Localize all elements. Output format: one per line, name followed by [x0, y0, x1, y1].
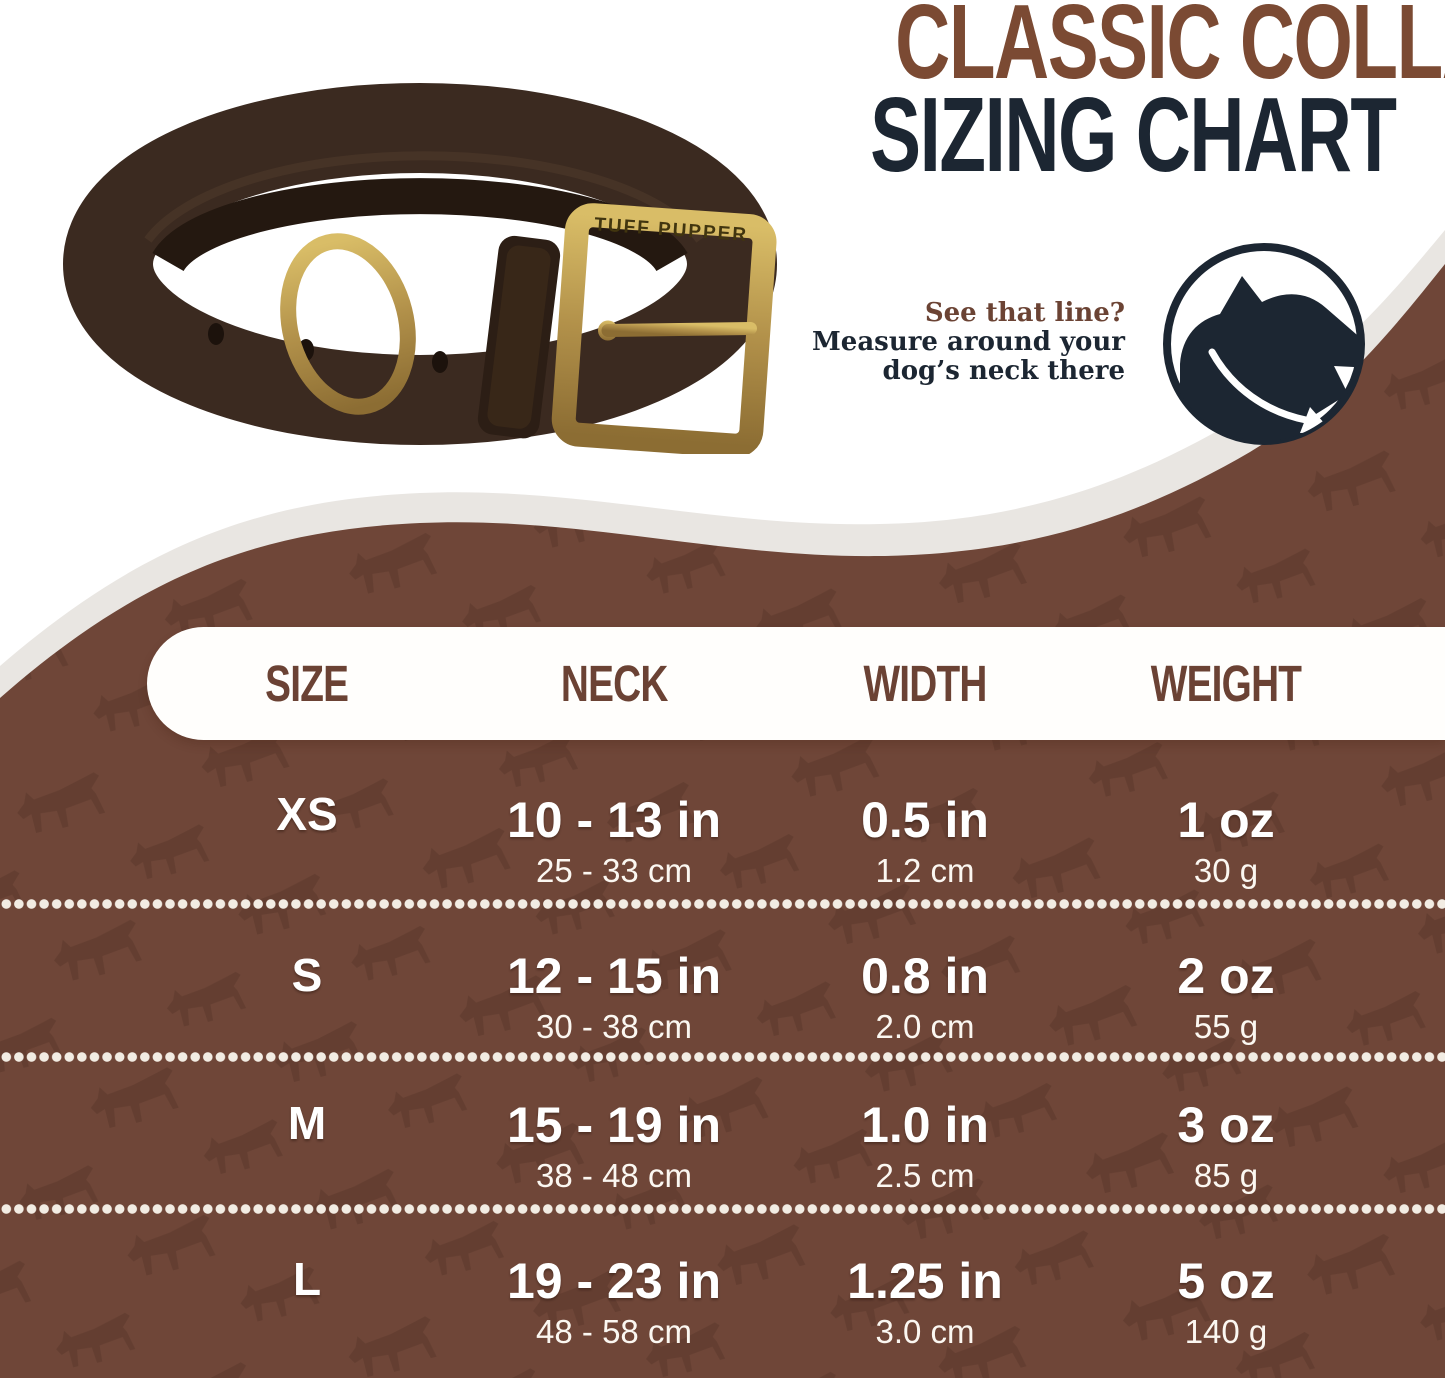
measuring-arrow-icon	[1208, 348, 1310, 424]
weight-oz: 5 oz	[1177, 1253, 1275, 1309]
weight-oz: 1 oz	[1177, 792, 1275, 848]
table-row-s-size: S	[147, 912, 467, 1052]
width-in: 0.5 in	[861, 792, 989, 848]
neck-in: 10 - 13 in	[507, 792, 721, 848]
neck-cm: 38 - 48 cm	[536, 1157, 692, 1194]
table-row-m-neck: 15 - 19 in 38 - 48 cm	[454, 1059, 774, 1201]
weight-oz: 2 oz	[1177, 948, 1275, 1004]
width-cm: 1.2 cm	[875, 852, 975, 889]
neck-cm: 25 - 33 cm	[536, 852, 692, 889]
wave-dog-pattern	[0, 264, 1445, 1378]
width-cm: 3.0 cm	[875, 1313, 975, 1350]
table-row-xs-neck: 10 - 13 in 25 - 33 cm	[454, 746, 774, 896]
title-line-1: CLASSIC COLLAR	[895, 0, 1445, 101]
dog-head-silhouette	[1180, 276, 1361, 441]
collar-hole	[432, 351, 448, 373]
width-cm: 2.5 cm	[875, 1157, 975, 1194]
collar-band	[63, 83, 777, 445]
collar-hole	[208, 323, 224, 345]
header-label-weight: WEIGHT	[1150, 655, 1302, 712]
title-line-2: SIZING CHART	[870, 76, 1397, 194]
table-row-xs-width: 0.5 in 1.2 cm	[765, 746, 1085, 896]
page-title: CLASSIC COLLAR SIZING CHART	[768, 0, 1445, 194]
size-value: L	[292, 1253, 322, 1305]
table-row-s-neck: 12 - 15 in 30 - 38 cm	[454, 912, 774, 1052]
table-row-l-size: L	[147, 1215, 467, 1357]
table-row-s-width: 0.8 in 2.0 cm	[765, 912, 1085, 1052]
collar-highlight	[144, 151, 704, 243]
weight-g: 140 g	[1184, 1313, 1268, 1350]
measuring-callout: See that line? Measure around your dog’s…	[812, 299, 1125, 386]
weight-g: 85 g	[1193, 1157, 1259, 1194]
table-row-l-width: 1.25 in 3.0 cm	[765, 1215, 1085, 1357]
collar-buckle-prong	[601, 321, 757, 338]
dotted-divider	[0, 1051, 1445, 1063]
size-value: M	[287, 1097, 327, 1149]
neck-in: 12 - 15 in	[507, 948, 721, 1004]
table-row-xs-weight: 1 oz 30 g	[1066, 746, 1386, 896]
dog-head-icon	[1163, 243, 1365, 445]
width-in: 1.25 in	[847, 1253, 1003, 1309]
weight-oz: 3 oz	[1177, 1097, 1275, 1153]
weight-g: 30 g	[1193, 852, 1259, 889]
width-in: 1.0 in	[861, 1097, 989, 1153]
width-in: 0.8 in	[861, 948, 989, 1004]
neck-cm: 30 - 38 cm	[536, 1008, 692, 1045]
neck-cm: 48 - 58 cm	[536, 1313, 692, 1350]
collar-inner-wall	[152, 178, 688, 272]
header-label-size: SIZE	[265, 655, 349, 712]
collar-d-ring	[280, 233, 416, 415]
callout-line-2: Measure around your	[812, 327, 1125, 357]
collar-keeper	[477, 235, 561, 439]
table-header	[147, 627, 1445, 740]
neck-in: 15 - 19 in	[507, 1097, 721, 1153]
width-cm: 2.0 cm	[875, 1008, 975, 1045]
header-label-width: WIDTH	[863, 655, 987, 712]
dotted-divider	[0, 1203, 1445, 1215]
callout-line-1: See that line?	[924, 298, 1125, 328]
table-row-m-size: M	[147, 1059, 467, 1201]
table-row-l-weight: 5 oz 140 g	[1066, 1215, 1386, 1357]
neck-in: 19 - 23 in	[507, 1253, 721, 1309]
table-row-xs-size: XS	[147, 746, 467, 896]
table-row-l-neck: 19 - 23 in 48 - 58 cm	[454, 1215, 774, 1357]
header-label-neck: NECK	[560, 655, 669, 712]
weight-g: 55 g	[1193, 1008, 1259, 1045]
collar-photo: TUFF PUPPER	[63, 83, 777, 454]
dotted-divider	[0, 898, 1445, 910]
table-row-m-weight: 3 oz 85 g	[1066, 1059, 1386, 1201]
size-value: S	[291, 949, 323, 1001]
table-row-s-weight: 2 oz 55 g	[1066, 912, 1386, 1052]
callout-line-3: dog’s neck there	[882, 356, 1125, 386]
table-row-m-width: 1.0 in 2.5 cm	[765, 1059, 1085, 1201]
size-value: XS	[276, 788, 338, 840]
